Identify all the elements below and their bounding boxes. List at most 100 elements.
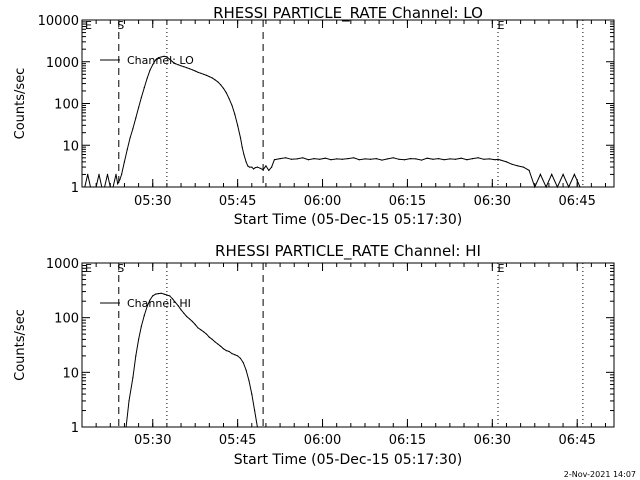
data-point bbox=[155, 59, 157, 61]
data-point bbox=[573, 173, 576, 175]
data-point bbox=[188, 318, 191, 320]
data-point bbox=[222, 348, 225, 350]
data-point bbox=[140, 325, 142, 327]
y-axis-label: Counts/sec bbox=[13, 309, 28, 381]
end-marker-label: E bbox=[498, 19, 505, 32]
y-tick-label: 10 bbox=[62, 366, 79, 381]
y-axis-label: Counts/sec bbox=[13, 68, 28, 140]
data-point bbox=[160, 292, 162, 294]
data-point bbox=[234, 354, 236, 356]
data-point bbox=[183, 66, 185, 68]
data-point bbox=[211, 77, 213, 79]
data-point bbox=[225, 350, 227, 352]
data-point bbox=[152, 295, 154, 297]
data-point bbox=[324, 157, 326, 159]
chart-title: RHESSI PARTICLE_RATE Channel: LO bbox=[213, 4, 483, 23]
data-point bbox=[149, 299, 151, 301]
data-point bbox=[121, 173, 123, 175]
data-point bbox=[160, 56, 162, 58]
data-point bbox=[347, 158, 349, 160]
data-point bbox=[180, 309, 182, 311]
x-tick-label: 06:45 bbox=[558, 433, 595, 448]
data-point bbox=[579, 186, 581, 188]
data-point bbox=[125, 426, 127, 428]
y-tick-label: 100 bbox=[54, 98, 79, 113]
corner-marker-label: E bbox=[85, 19, 92, 32]
x-tick-label: 06:30 bbox=[474, 433, 511, 448]
end-marker-label: E bbox=[498, 262, 505, 275]
data-point bbox=[256, 426, 258, 428]
data-point bbox=[247, 165, 249, 167]
data-point bbox=[169, 58, 171, 60]
data-point bbox=[505, 161, 508, 163]
data-point bbox=[104, 186, 106, 188]
data-point bbox=[123, 161, 125, 163]
panels-layer: RHESSI PARTICLE_RATE Channel: LO11010010… bbox=[13, 4, 615, 468]
data-point bbox=[112, 186, 114, 188]
data-point bbox=[245, 161, 247, 163]
data-point bbox=[534, 186, 536, 188]
data-point bbox=[146, 305, 148, 308]
data-point bbox=[370, 158, 372, 160]
data-point bbox=[197, 327, 199, 329]
chart-title: RHESSI PARTICLE_RATE Channel: HI bbox=[215, 242, 481, 261]
data-point bbox=[106, 173, 109, 175]
data-point bbox=[245, 369, 247, 371]
data-point bbox=[146, 77, 148, 79]
data-point bbox=[211, 338, 213, 340]
data-point bbox=[556, 186, 559, 188]
data-point bbox=[186, 315, 188, 318]
data-point bbox=[163, 293, 165, 295]
data-point bbox=[220, 84, 222, 86]
data-point bbox=[180, 65, 182, 67]
data-point bbox=[197, 71, 199, 73]
data-point bbox=[188, 68, 191, 70]
data-point bbox=[205, 333, 208, 335]
data-point bbox=[415, 158, 417, 160]
data-point bbox=[296, 158, 298, 160]
data-point bbox=[375, 158, 377, 160]
data-point bbox=[268, 169, 270, 171]
data-point bbox=[239, 357, 242, 359]
data-point bbox=[248, 166, 251, 168]
data-point bbox=[157, 293, 159, 295]
data-point bbox=[95, 186, 97, 188]
data-point bbox=[183, 312, 185, 314]
data-point bbox=[166, 56, 168, 58]
data-point bbox=[494, 159, 496, 161]
data-point bbox=[214, 341, 216, 343]
data-point bbox=[214, 79, 216, 81]
data-point bbox=[140, 96, 142, 98]
data-point bbox=[387, 158, 389, 160]
data-point bbox=[438, 158, 440, 160]
data-point bbox=[135, 117, 137, 119]
data-point bbox=[143, 87, 145, 89]
data-point bbox=[497, 158, 499, 160]
data-point bbox=[551, 173, 553, 175]
x-tick-label: 05:45 bbox=[219, 194, 256, 209]
data-point bbox=[237, 124, 239, 126]
data-point bbox=[169, 295, 171, 297]
data-point bbox=[135, 355, 137, 357]
data-point bbox=[528, 169, 530, 171]
data-point bbox=[251, 166, 253, 168]
data-point bbox=[279, 158, 281, 160]
data-point bbox=[460, 157, 462, 159]
data-point bbox=[92, 186, 94, 188]
data-point bbox=[208, 76, 210, 78]
data-point bbox=[443, 159, 445, 161]
x-axis-label: Start Time (05-Dec-15 05:17:30) bbox=[234, 212, 462, 228]
data-point bbox=[205, 74, 208, 76]
y-tick-label: 1000 bbox=[46, 56, 79, 71]
data-point bbox=[545, 186, 547, 188]
data-point bbox=[98, 173, 100, 175]
data-point bbox=[84, 186, 86, 188]
data-point bbox=[254, 167, 256, 169]
data-point bbox=[163, 55, 165, 57]
data-point bbox=[149, 69, 151, 71]
data-point bbox=[237, 355, 239, 357]
data-point bbox=[511, 163, 513, 165]
data-point bbox=[177, 305, 179, 307]
data-point bbox=[194, 70, 196, 72]
legend-label: Channel: HI bbox=[127, 297, 191, 310]
